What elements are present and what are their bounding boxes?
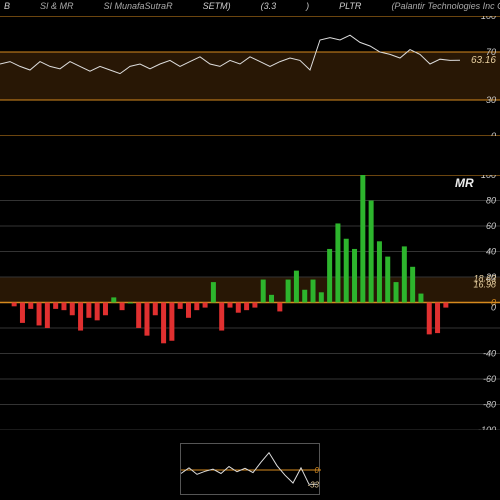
- svg-text:30: 30: [486, 95, 496, 105]
- svg-text:-80: -80: [483, 400, 496, 410]
- hdr-palantir: (Palantir Technologies Inc Cl A) Munafa: [391, 1, 500, 13]
- svg-text:-33: -33: [307, 480, 319, 489]
- mr-panel: 1008060402018.6316.9800-40-60-80-100MR: [0, 175, 500, 430]
- svg-text:100: 100: [481, 16, 496, 21]
- svg-text:16.98: 16.98: [473, 280, 496, 290]
- svg-text:40: 40: [486, 247, 496, 257]
- hdr-sutra: SI MunafaSutraR: [104, 1, 173, 13]
- svg-text:0: 0: [491, 131, 496, 136]
- rsi-panel: 1007030063.16: [0, 16, 500, 136]
- svg-text:0: 0: [491, 303, 496, 313]
- hdr-pltr: PLTR: [339, 1, 361, 13]
- hdr-b: B: [4, 1, 10, 13]
- hdr-paren: ): [306, 1, 309, 13]
- thumbnail-panel: -33 0: [180, 443, 320, 495]
- svg-text:60: 60: [486, 221, 496, 231]
- svg-text:100: 100: [481, 175, 496, 180]
- svg-text:-60: -60: [483, 374, 496, 384]
- svg-text:80: 80: [486, 196, 496, 206]
- hdr-setm: SETM): [203, 1, 231, 13]
- hdr-simr: SI & MR: [40, 1, 74, 13]
- svg-text:0: 0: [315, 466, 320, 475]
- svg-text:-40: -40: [483, 349, 496, 359]
- svg-text:63.16: 63.16: [471, 55, 496, 66]
- svg-text:MR: MR: [455, 176, 474, 190]
- svg-text:-100: -100: [478, 425, 496, 430]
- header-row: B SI & MR SI MunafaSutraR SETM) (3.3 ) P…: [0, 0, 500, 14]
- hdr-val: (3.3: [261, 1, 277, 13]
